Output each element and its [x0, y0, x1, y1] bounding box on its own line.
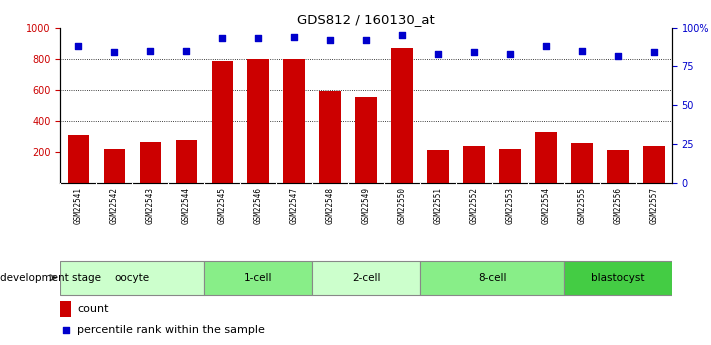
Bar [427, 150, 449, 183]
Point [324, 37, 336, 43]
Point [432, 51, 444, 57]
Text: GSM22557: GSM22557 [649, 187, 658, 224]
Point [252, 36, 264, 41]
Bar [60, 261, 204, 295]
Point [648, 50, 660, 55]
Bar [319, 91, 341, 183]
Text: GSM22548: GSM22548 [326, 187, 335, 224]
Text: blastocyst: blastocyst [591, 273, 645, 283]
Bar [564, 261, 672, 295]
Bar [284, 59, 305, 183]
Text: GSM22547: GSM22547 [289, 187, 299, 224]
Text: GSM22546: GSM22546 [254, 187, 263, 224]
Text: 1-cell: 1-cell [244, 273, 272, 283]
Point [577, 48, 588, 54]
Point [612, 53, 624, 58]
Text: GSM22551: GSM22551 [434, 187, 443, 224]
Bar [391, 48, 413, 183]
Bar [247, 59, 269, 183]
Bar [204, 261, 312, 295]
Text: GSM22544: GSM22544 [182, 187, 191, 224]
Text: GSM22556: GSM22556 [614, 187, 622, 224]
Text: GSM22541: GSM22541 [74, 187, 83, 224]
Bar [211, 61, 233, 183]
Title: GDS812 / 160130_at: GDS812 / 160130_at [297, 13, 435, 27]
Point [60, 328, 72, 333]
Point [217, 36, 228, 41]
Text: count: count [77, 304, 109, 314]
Bar [571, 143, 593, 183]
Bar [420, 261, 564, 295]
Bar [535, 132, 557, 183]
Point [469, 50, 480, 55]
Bar [464, 146, 485, 183]
Point [540, 43, 552, 49]
Point [144, 48, 156, 54]
Bar [312, 261, 420, 295]
Text: 2-cell: 2-cell [352, 273, 380, 283]
Text: GSM22552: GSM22552 [469, 187, 479, 224]
Text: GSM22545: GSM22545 [218, 187, 227, 224]
Point [360, 37, 372, 43]
Bar [356, 98, 377, 183]
Bar [607, 150, 629, 183]
Point [397, 33, 408, 38]
Bar [176, 140, 197, 183]
Bar [139, 142, 161, 183]
Point [289, 34, 300, 40]
Text: GSM22550: GSM22550 [397, 187, 407, 224]
Text: 8-cell: 8-cell [478, 273, 506, 283]
Text: GSM22553: GSM22553 [506, 187, 515, 224]
Bar [68, 136, 89, 183]
Text: GSM22542: GSM22542 [110, 187, 119, 224]
Text: oocyte: oocyte [114, 273, 150, 283]
Point [504, 51, 515, 57]
Point [181, 48, 192, 54]
Bar [499, 149, 521, 183]
Text: GSM22554: GSM22554 [542, 187, 550, 224]
Text: percentile rank within the sample: percentile rank within the sample [77, 325, 265, 335]
Point [109, 50, 120, 55]
Bar [60, 301, 71, 317]
Point [73, 43, 84, 49]
Text: GSM22555: GSM22555 [577, 187, 587, 224]
Bar [104, 149, 125, 183]
Text: development stage: development stage [0, 273, 105, 283]
Bar [643, 146, 665, 183]
Text: GSM22549: GSM22549 [362, 187, 370, 224]
Text: GSM22543: GSM22543 [146, 187, 155, 224]
